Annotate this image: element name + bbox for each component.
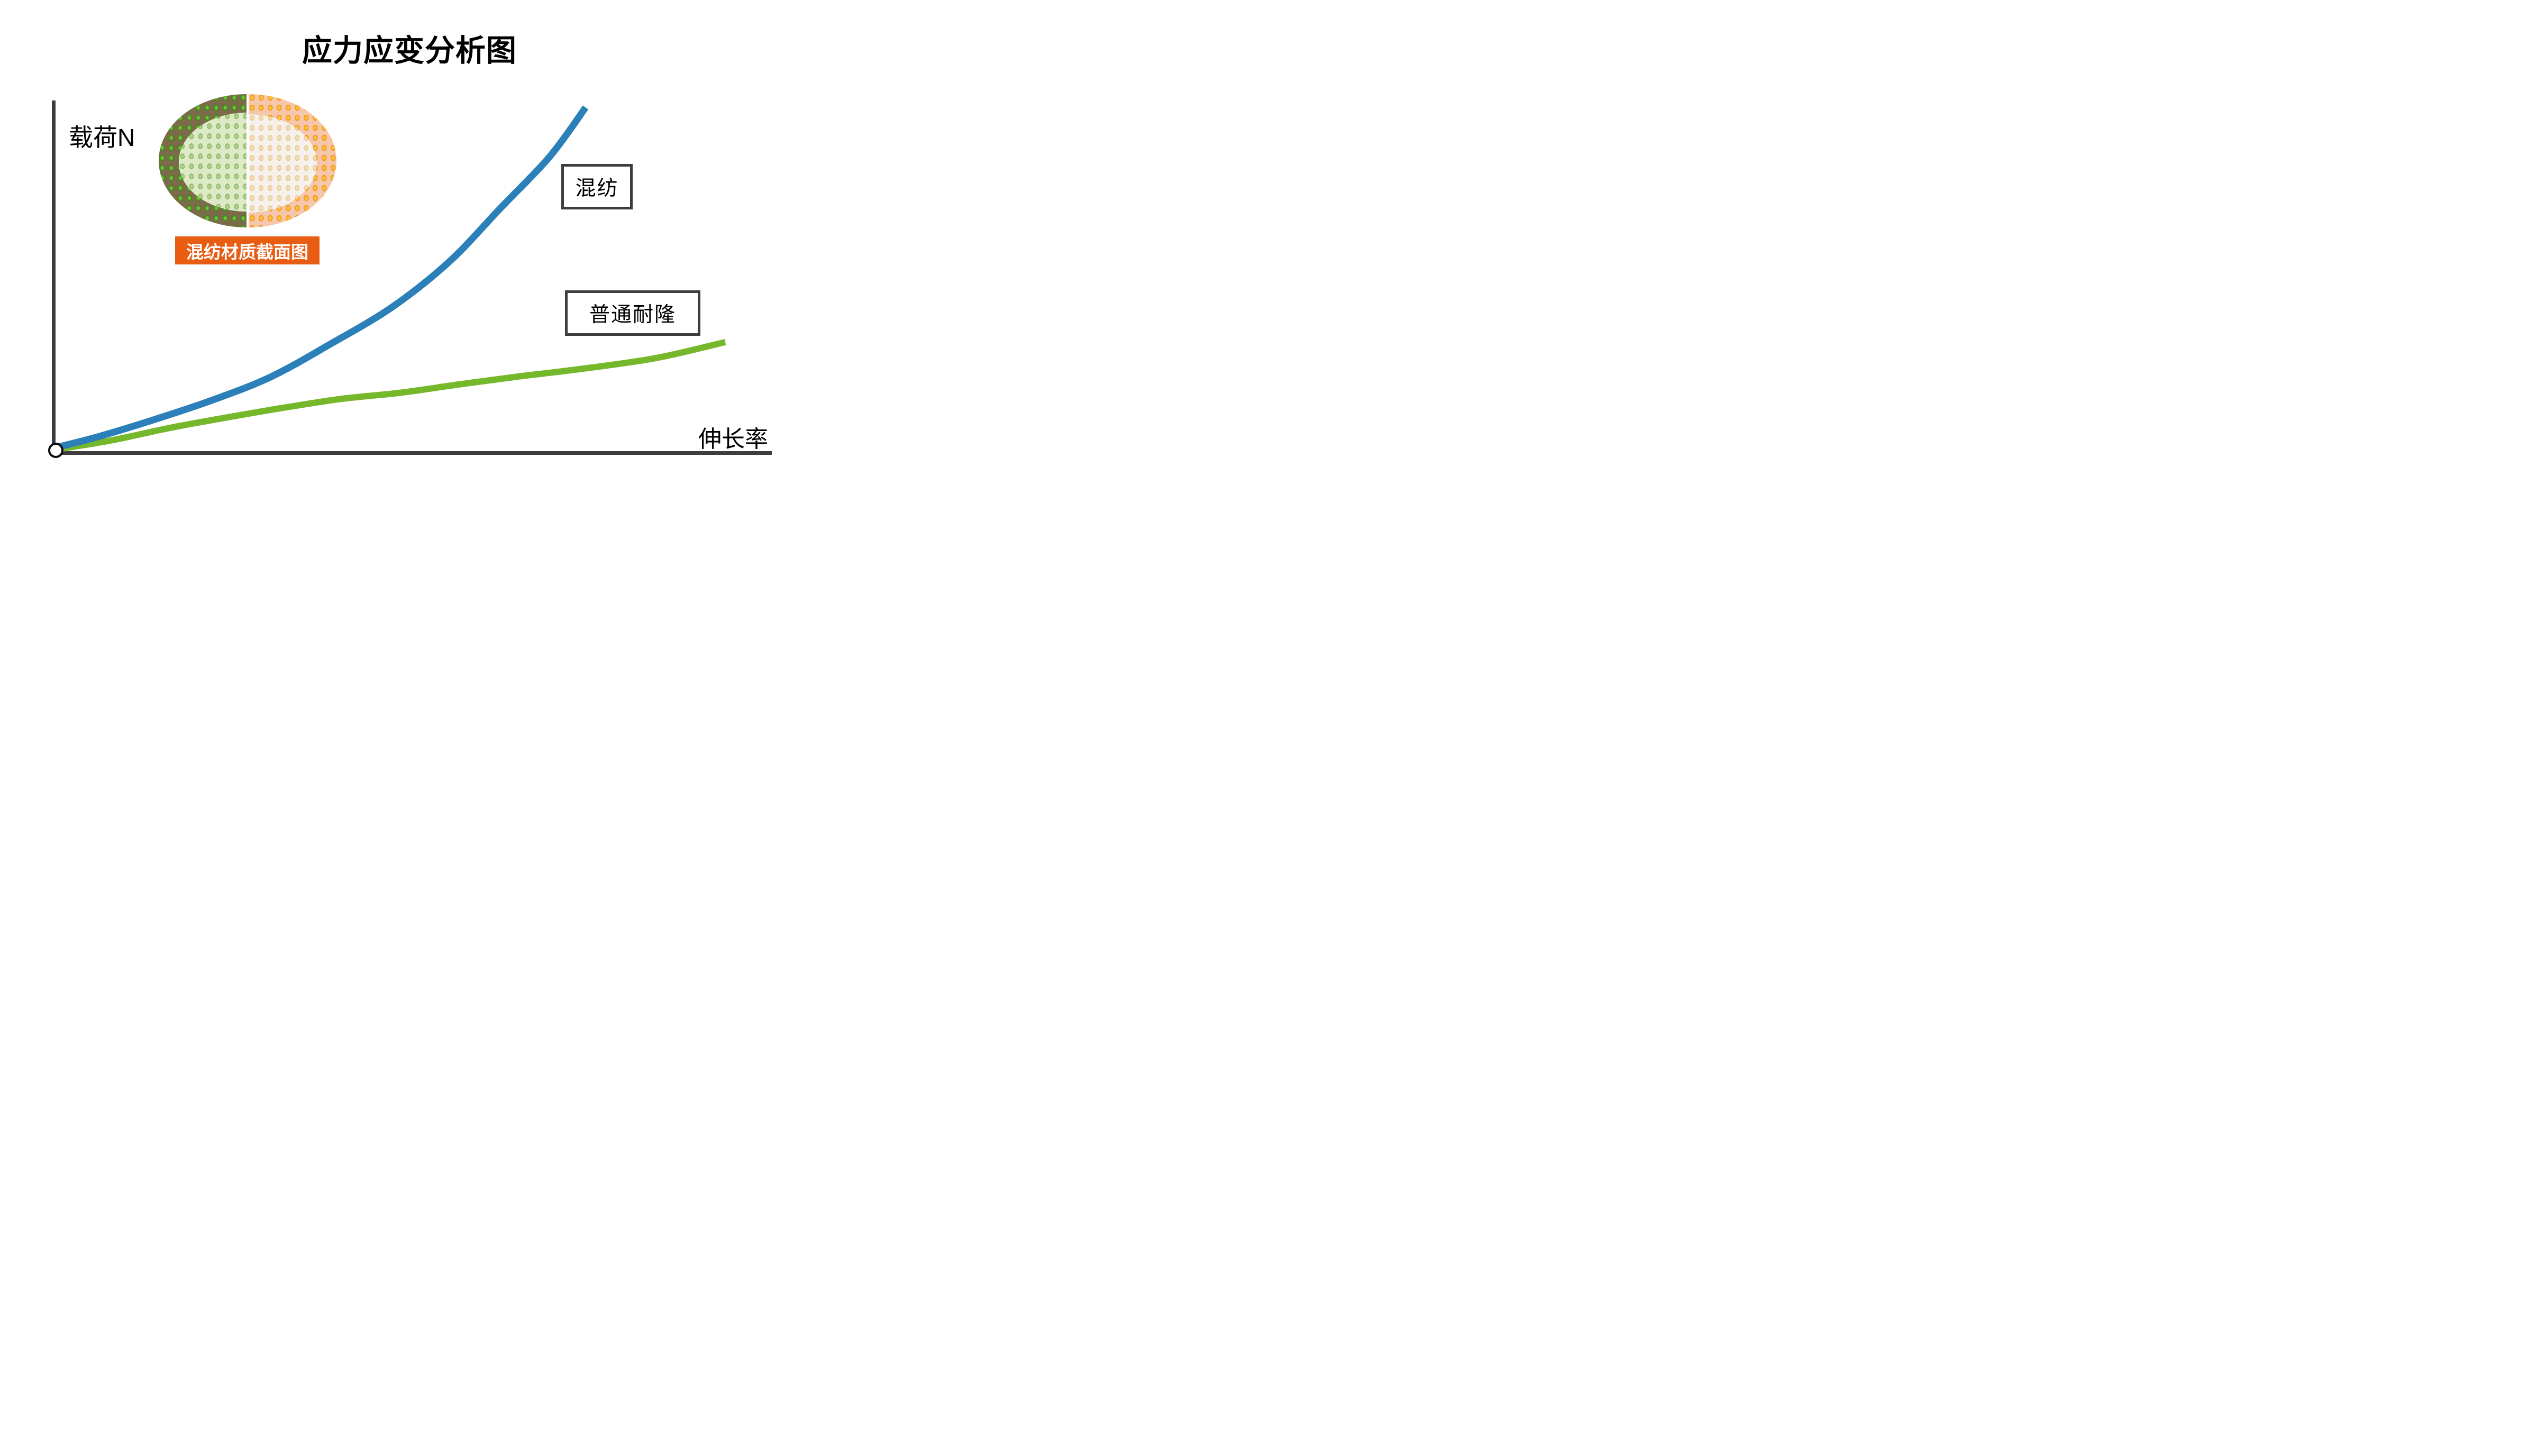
stage: 应力应变分析图 混纺材质截面图 载荷N 伸长率 混纺 普通耐隆 xyxy=(0,0,829,474)
y-axis-label: 载荷N xyxy=(69,124,135,151)
legend-box-blend: 混纺 xyxy=(561,164,633,209)
fiber-cross-section-illustration xyxy=(159,94,336,227)
curves-svg xyxy=(57,105,726,453)
x-axis-line xyxy=(52,451,772,455)
curve-blend xyxy=(57,105,589,451)
legend-label-nylon: 普通耐隆 xyxy=(589,304,676,326)
illustration-caption: 混纺材质截面图 xyxy=(175,236,320,264)
x-axis-label: 伸长率 xyxy=(698,426,768,452)
page-title: 应力应变分析图 xyxy=(302,34,517,68)
fiber-left-half-green xyxy=(159,94,247,227)
origin-marker xyxy=(48,443,63,458)
legend-box-nylon: 普通耐隆 xyxy=(565,290,700,336)
legend-label-blend: 混纺 xyxy=(575,177,619,200)
curve-nylon xyxy=(57,338,726,453)
y-axis-line xyxy=(52,100,56,455)
